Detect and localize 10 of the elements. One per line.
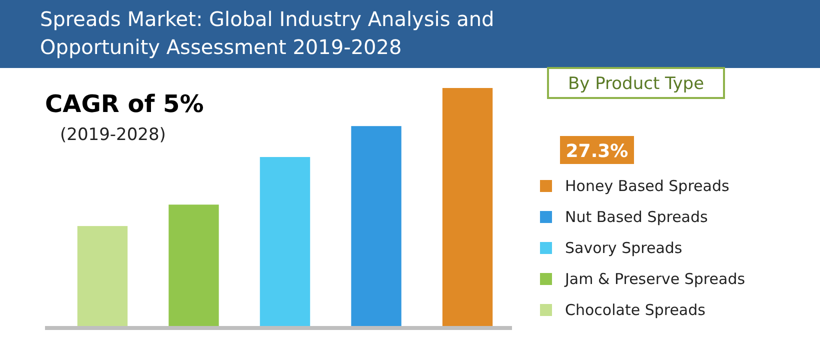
annotation: (2019-2028) — [60, 125, 166, 145]
legend-label: Jam & Preserve Spreads — [564, 270, 746, 288]
chart-title: Spreads Market: Global Industry Analysis and Opportunity Assessment 2019-2028 — [40, 7, 494, 59]
legend-label: Savory Spreads — [565, 239, 682, 257]
annotation: CAGR of 5% — [45, 90, 204, 118]
legend-label: Honey Based Spreads — [565, 177, 730, 195]
legend-label: Nut Based Spreads — [565, 208, 708, 226]
legend-label: Chocolate Spreads — [565, 301, 706, 319]
legend-title: By Product Type — [568, 74, 704, 94]
text: 27.3% — [566, 141, 628, 162]
